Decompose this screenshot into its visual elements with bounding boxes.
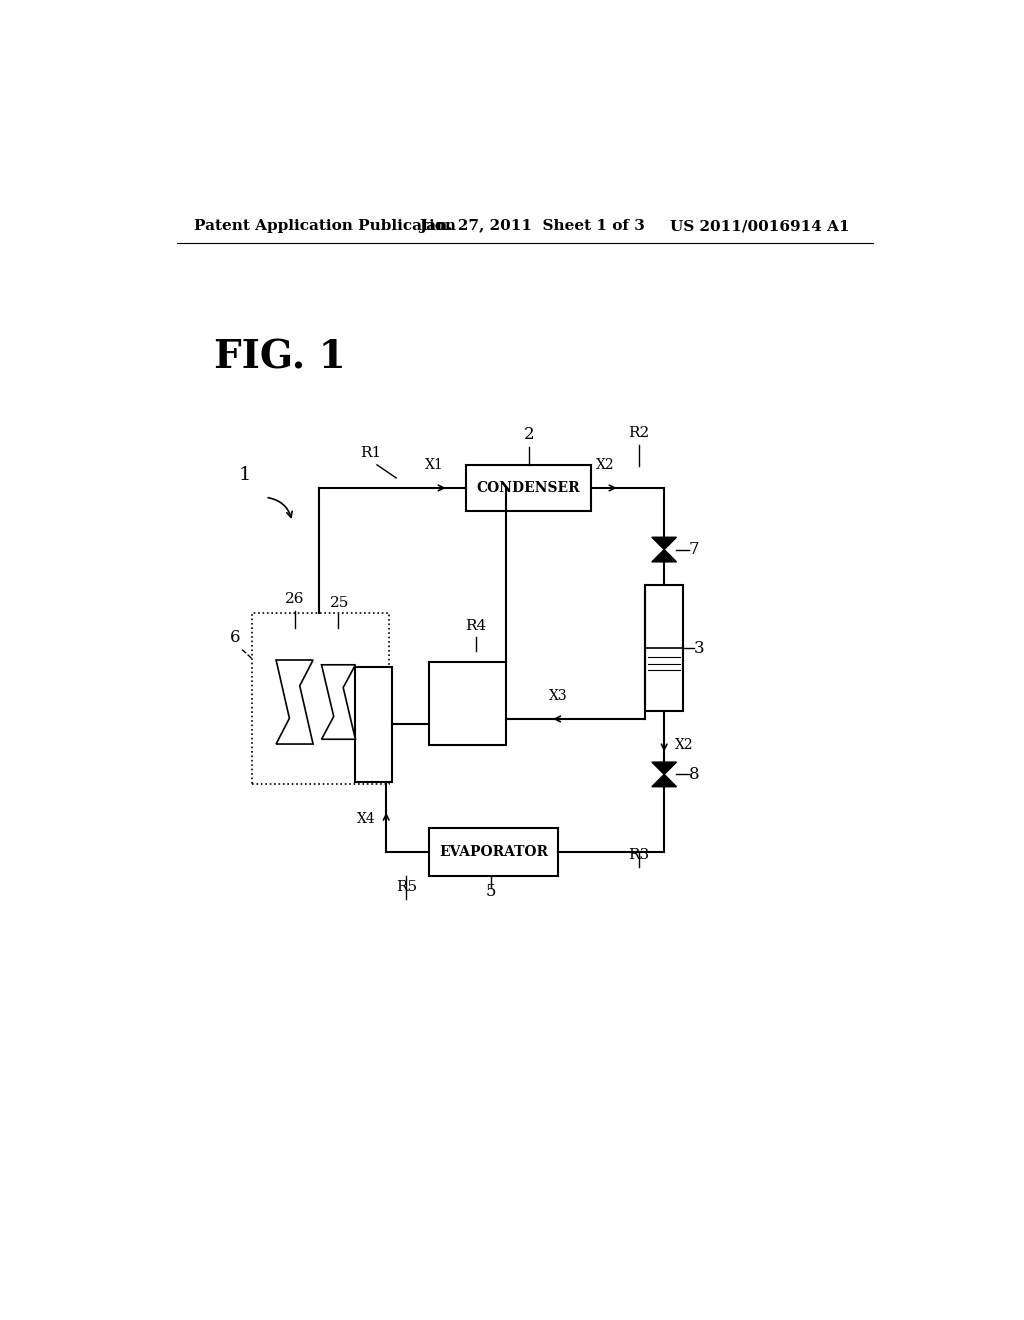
Text: 8: 8	[689, 766, 699, 783]
Text: 7: 7	[689, 541, 699, 558]
Polygon shape	[652, 549, 677, 562]
Text: 6: 6	[229, 628, 240, 645]
Text: X1: X1	[425, 458, 444, 473]
Text: EVAPORATOR: EVAPORATOR	[439, 845, 548, 859]
Text: X2: X2	[675, 738, 693, 752]
Text: 26: 26	[285, 593, 304, 606]
Text: FIG. 1: FIG. 1	[214, 338, 345, 376]
Text: Patent Application Publication: Patent Application Publication	[194, 219, 456, 234]
Text: R5: R5	[395, 880, 417, 895]
Text: 3: 3	[694, 640, 705, 656]
Text: X3: X3	[549, 689, 567, 704]
Text: Jan. 27, 2011  Sheet 1 of 3: Jan. 27, 2011 Sheet 1 of 3	[419, 219, 645, 234]
Polygon shape	[276, 660, 313, 744]
Text: X4: X4	[356, 812, 376, 826]
Text: R2: R2	[628, 426, 649, 440]
Bar	[466, 465, 591, 511]
Text: 1: 1	[239, 466, 251, 484]
Polygon shape	[322, 665, 355, 739]
Text: CONDENSER: CONDENSER	[476, 480, 580, 495]
Bar	[429, 663, 506, 744]
Polygon shape	[652, 775, 677, 787]
Bar	[429, 829, 558, 876]
Polygon shape	[652, 762, 677, 775]
Text: US 2011/0016914 A1: US 2011/0016914 A1	[670, 219, 849, 234]
Bar	[645, 585, 683, 711]
Text: R3: R3	[628, 849, 649, 862]
Bar	[355, 667, 392, 781]
Bar	[252, 612, 388, 784]
Text: 2: 2	[523, 426, 534, 444]
Text: R1: R1	[360, 446, 381, 461]
Polygon shape	[652, 537, 677, 549]
Text: X2: X2	[596, 458, 615, 473]
Text: 25: 25	[331, 595, 349, 610]
Text: R4: R4	[465, 619, 486, 632]
Text: 5: 5	[485, 883, 497, 900]
